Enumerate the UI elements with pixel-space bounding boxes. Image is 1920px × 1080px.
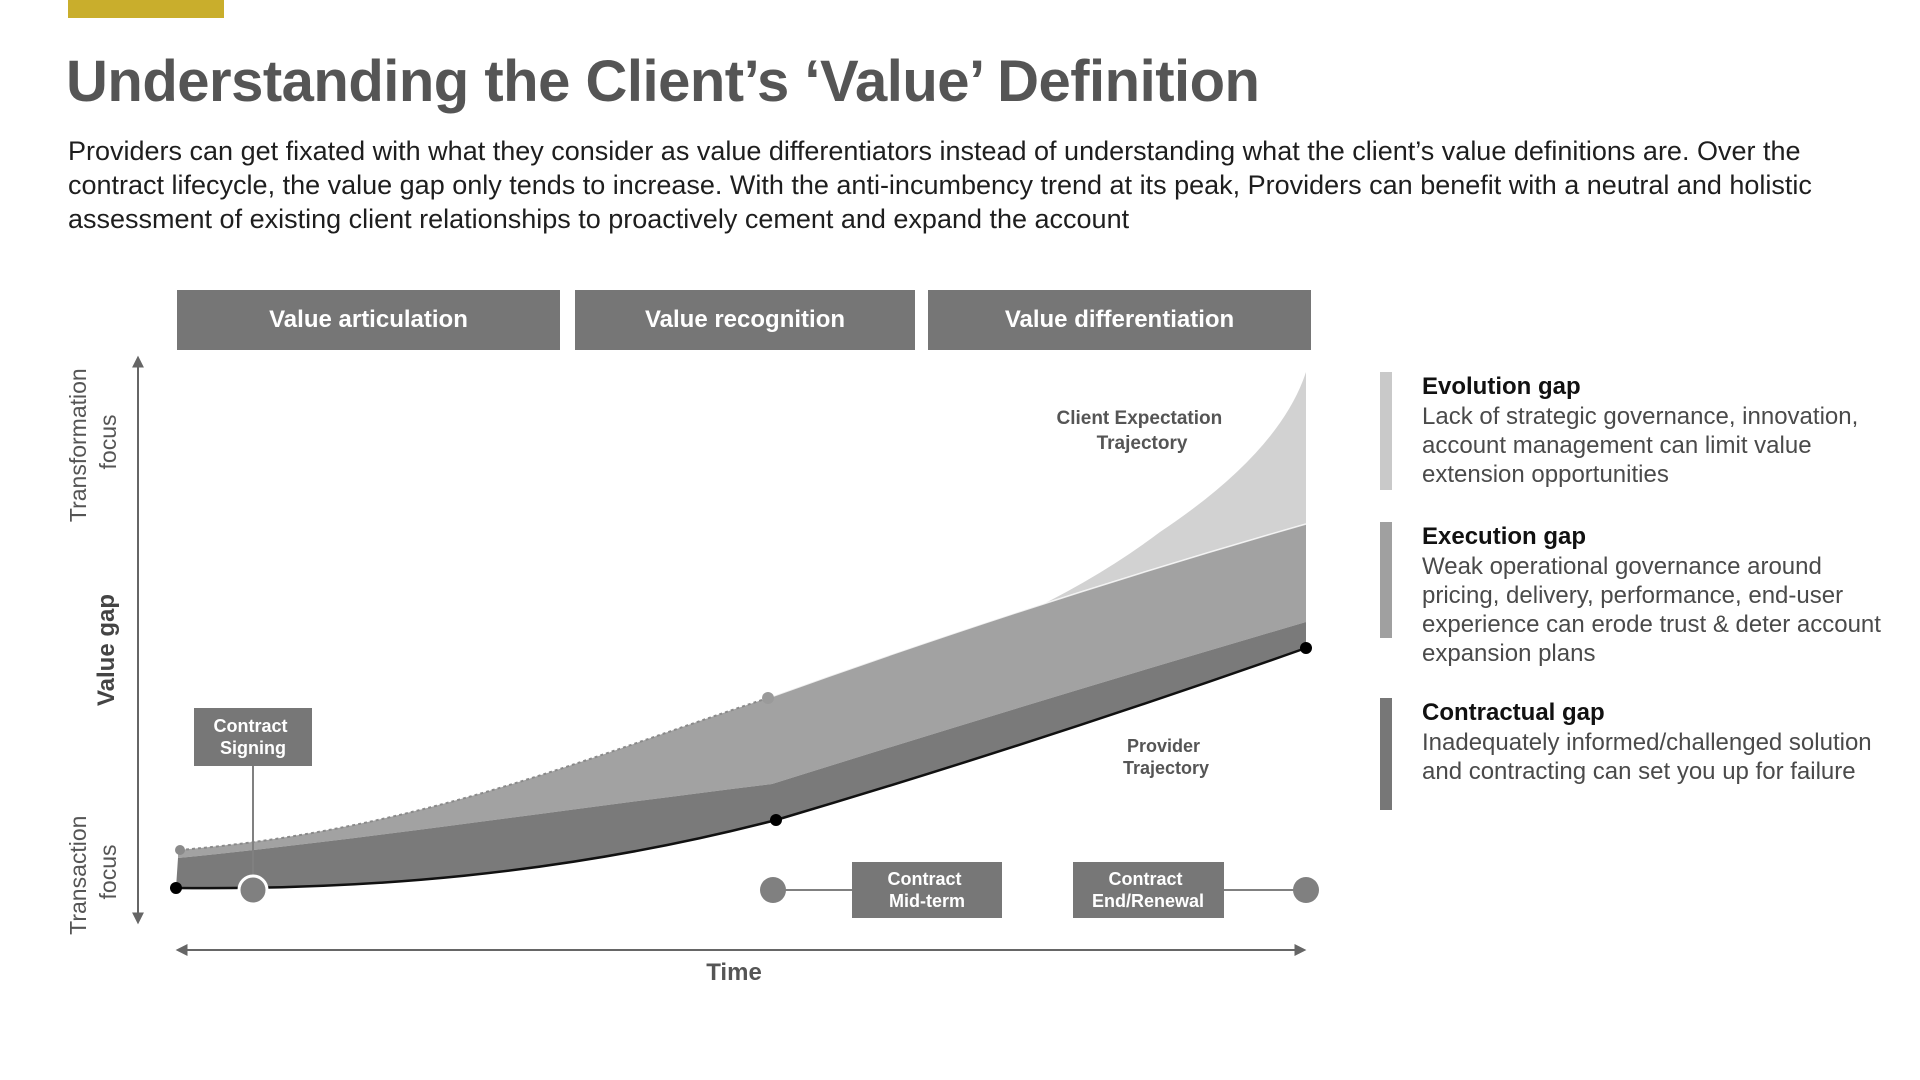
gap-item-execution: Execution gap Weak operational governanc… (1380, 522, 1900, 698)
gap-color-stripe (1380, 372, 1392, 490)
intro-paragraph: Providers can get fixated with what they… (68, 136, 1812, 234)
gap-item-evolution: Evolution gap Lack of strategic governan… (1380, 372, 1900, 522)
client-start-point (175, 845, 185, 855)
gap-title: Contractual gap (1422, 699, 1605, 726)
page-title: Understanding the Client’s ‘Value’ Defin… (66, 49, 1260, 114)
provider-midterm-point (770, 814, 782, 826)
y-axis-top-label: Transformation focus (65, 362, 121, 522)
contract-midterm-label: Contract Mid-term (887, 869, 966, 911)
accent-bar (68, 0, 224, 18)
gap-item-contractual: Contractual gap Inadequately informed/ch… (1380, 698, 1900, 828)
contract-signing-marker (237, 874, 269, 906)
client-expectation-label: Client Expectation Trajectory (1056, 408, 1227, 454)
execution-band-upper-edge (767, 523, 1307, 699)
contract-signing-label: Contract Signing (213, 716, 292, 758)
phase-value-recognition: Value recognition (575, 290, 915, 350)
contract-signing-box (194, 708, 312, 766)
x-axis-time-label: Time (706, 959, 762, 986)
contract-renewal-box (1073, 862, 1224, 918)
contract-renewal-label: Contract End/Renewal (1092, 869, 1204, 911)
gap-description: Lack of strategic governance, innovation… (1422, 403, 1859, 488)
gap-color-stripe (1380, 698, 1392, 810)
y-axis-bottom-label: Transaction focus (65, 809, 121, 935)
provider-end-point (1300, 642, 1312, 654)
gap-color-stripe (1380, 522, 1392, 638)
contract-midterm-marker (760, 877, 786, 903)
phase-value-articulation: Value articulation (177, 290, 560, 350)
provider-start-point (170, 882, 182, 894)
y-axis-value-gap-label: Value gap (93, 594, 120, 706)
gap-title: Evolution gap (1422, 373, 1581, 400)
gap-description: Weak operational governance around prici… (1422, 553, 1881, 667)
contract-renewal-marker (1293, 877, 1319, 903)
contract-midterm-box (852, 862, 1002, 918)
phase-value-differentiation: Value differentiation (928, 290, 1311, 350)
provider-trajectory-label: Provider Trajectory (1123, 736, 1209, 778)
gap-legend: Evolution gap Lack of strategic governan… (1380, 372, 1900, 828)
gap-description: Inadequately informed/challenged solutio… (1422, 729, 1872, 785)
contractual-gap-band (176, 622, 1306, 889)
client-midterm-point (762, 692, 774, 704)
gap-title: Execution gap (1422, 523, 1587, 550)
client-expectation-line-early (179, 697, 769, 851)
evolution-gap-band (768, 372, 1306, 698)
